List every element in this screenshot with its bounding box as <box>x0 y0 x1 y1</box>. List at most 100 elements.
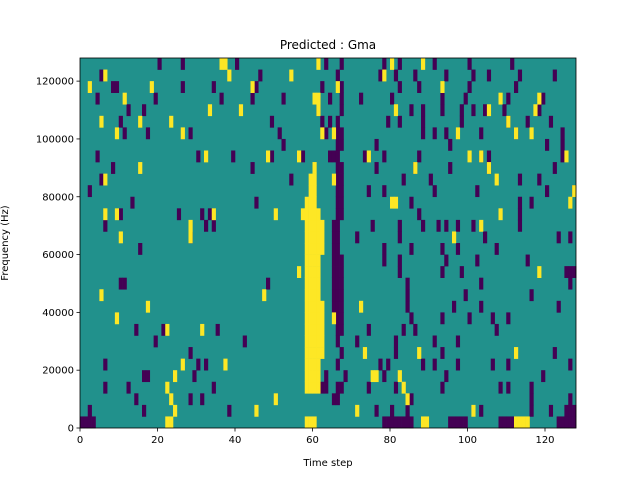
heatmap-cell-high <box>529 127 534 140</box>
heatmap-cell-high <box>304 254 309 267</box>
heatmap-cell-low <box>382 58 387 70</box>
heatmap-cell-high <box>304 266 309 278</box>
heatmap-cell-low <box>421 115 426 128</box>
heatmap-cell-low <box>432 185 437 198</box>
heatmap-cell-low <box>417 81 422 93</box>
heatmap-cell-low <box>390 404 395 417</box>
heatmap-cell-low <box>339 208 344 221</box>
heatmap-cell-low <box>382 243 387 255</box>
heatmap-cell-high <box>362 347 368 359</box>
heatmap-cell-low <box>118 208 123 221</box>
heatmap-cell-low <box>382 254 387 267</box>
heatmap-cell-low <box>572 404 577 417</box>
x-tick-label: 120 <box>535 435 554 446</box>
heatmap-cell-low <box>382 370 387 383</box>
heatmap-cell-high <box>304 312 309 325</box>
heatmap-cell-high <box>370 370 375 383</box>
heatmap-cell-high <box>308 289 313 302</box>
heatmap-cell-high <box>316 381 321 394</box>
heatmap-cell-low <box>204 219 209 232</box>
heatmap-cell-low <box>145 127 151 140</box>
heatmap-cell-low <box>455 335 461 348</box>
heatmap-cell-low <box>331 289 337 302</box>
heatmap-cell-low <box>506 416 511 429</box>
heatmap-cell-low <box>331 393 337 406</box>
heatmap-cell-high <box>312 289 317 302</box>
heatmap-cell-high <box>316 358 321 371</box>
heatmap-cell-low <box>390 92 395 105</box>
heatmap-cell-low <box>452 300 457 313</box>
heatmap-cell-low <box>390 416 395 429</box>
heatmap-cell-low <box>475 254 480 267</box>
heatmap-cell-low <box>568 277 573 290</box>
heatmap-cell-high <box>312 219 317 232</box>
heatmap-cell-high <box>308 381 313 394</box>
heatmap-cell-low <box>471 69 476 82</box>
heatmap-cell-high <box>316 312 321 325</box>
heatmap-cell-low <box>397 254 402 267</box>
heatmap-cell-high <box>308 347 313 359</box>
heatmap-cell-high <box>514 416 519 429</box>
heatmap-cell-low <box>397 219 402 232</box>
heatmap-cell-high <box>316 254 321 267</box>
heatmap-cell-low <box>331 243 337 255</box>
heatmap-cell-low <box>421 127 426 140</box>
heatmap-cell-high <box>355 404 360 417</box>
heatmap-cell-low <box>269 150 275 163</box>
heatmap-cell-high <box>312 381 317 394</box>
heatmap-cell-low <box>471 104 476 117</box>
heatmap-cell-low <box>432 58 437 70</box>
heatmap-cell-high <box>103 173 108 186</box>
heatmap-cell-high <box>564 150 569 163</box>
heatmap-cell-high <box>506 115 511 128</box>
heatmap-cell-low <box>126 381 131 394</box>
heatmap-cell-low <box>541 370 546 383</box>
heatmap-cell-low <box>335 323 340 336</box>
heatmap-cell-low <box>335 277 340 290</box>
heatmap-cell-low <box>142 404 147 417</box>
heatmap-cell-low <box>99 69 104 82</box>
heatmap-cell-low <box>397 58 402 70</box>
heatmap-cell-low <box>556 416 561 429</box>
heatmap-cell-low <box>440 312 445 325</box>
heatmap-cell-low <box>564 416 569 429</box>
plot-area <box>79 57 577 429</box>
heatmap-cell-low <box>339 127 344 140</box>
heatmap-cell-low <box>335 231 340 244</box>
heatmap-cell-high <box>308 219 313 232</box>
heatmap-cell-low <box>111 81 116 93</box>
heatmap-cell-low <box>455 219 461 232</box>
heatmap-cell-high <box>316 92 321 105</box>
heatmap-cell-high <box>165 323 170 336</box>
heatmap-cell-low <box>421 104 426 117</box>
heatmap-cell-low <box>339 185 344 198</box>
heatmap-cell-high <box>312 243 317 255</box>
heatmap-cell-low <box>335 266 340 278</box>
heatmap-cell-high <box>316 277 321 290</box>
heatmap-cell-high <box>517 416 523 429</box>
heatmap-cell-low <box>517 208 523 221</box>
heatmap-cell-low <box>556 300 561 313</box>
plot-frame <box>79 57 577 429</box>
heatmap-cell-low <box>409 243 414 255</box>
heatmap-cell-high <box>169 115 174 128</box>
heatmap-cell-high <box>300 208 306 221</box>
heatmap-cell-low <box>545 138 550 151</box>
heatmap-cell-low <box>331 277 337 290</box>
heatmap-cell-low <box>502 104 507 117</box>
heatmap-cell-high <box>312 208 317 221</box>
heatmap-cells <box>80 58 577 429</box>
heatmap-cell-high <box>308 266 313 278</box>
heatmap-cell-low <box>397 231 402 244</box>
heatmap-cell-low <box>335 358 340 371</box>
heatmap-cell-low <box>188 127 193 140</box>
heatmap-cell-low <box>486 69 492 82</box>
heatmap-cell-low <box>436 219 441 232</box>
heatmap-cell-high <box>537 266 542 278</box>
heatmap-cell-high <box>312 254 317 267</box>
heatmap-cell-high <box>320 127 325 140</box>
heatmap-cell-high <box>498 208 503 221</box>
heatmap-cell-low <box>366 323 371 336</box>
heatmap-cell-low <box>440 347 445 359</box>
heatmap-cell-low <box>382 150 387 163</box>
